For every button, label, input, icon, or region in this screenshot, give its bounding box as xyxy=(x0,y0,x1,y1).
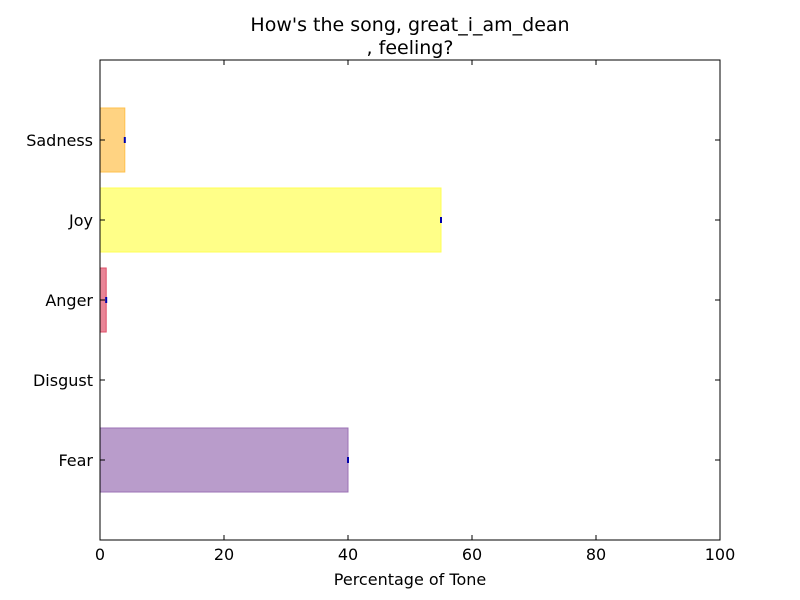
x-tick-label-20: 20 xyxy=(214,545,234,564)
x-tick-label-100: 100 xyxy=(705,545,736,564)
x-axis-ticks: 0 20 40 60 80 100 xyxy=(95,60,735,564)
y-tick-label-joy: Joy xyxy=(68,211,93,230)
x-tick-label-60: 60 xyxy=(462,545,482,564)
y-tick-label-sadness: Sadness xyxy=(26,131,93,150)
x-tick-label-80: 80 xyxy=(586,545,606,564)
y-tick-label-fear: Fear xyxy=(58,451,93,470)
bars-group xyxy=(99,107,442,493)
x-tick-label-0: 0 xyxy=(95,545,105,564)
y-tick-label-anger: Anger xyxy=(45,291,93,310)
chart-title-line-2: , feeling? xyxy=(367,37,454,59)
bar-joy xyxy=(99,187,442,253)
y-tick-label-disgust: Disgust xyxy=(33,371,93,390)
x-axis-label: Percentage of Tone xyxy=(334,570,486,589)
y-axis-ticks: Fear Disgust Anger Joy Sadness xyxy=(26,131,720,470)
x-tick-label-40: 40 xyxy=(338,545,358,564)
bar-fear xyxy=(99,427,349,493)
chart-title-line-1: How's the song, great_i_am_dean xyxy=(250,14,569,36)
